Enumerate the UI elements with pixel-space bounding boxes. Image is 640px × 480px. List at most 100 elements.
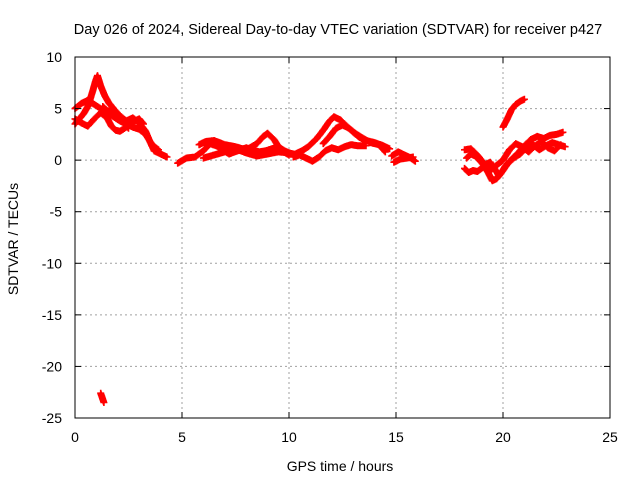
chart-title: Day 026 of 2024, Sidereal Day-to-day VTE… xyxy=(74,22,602,38)
data-point xyxy=(482,162,485,165)
data-point xyxy=(131,120,134,124)
data-point xyxy=(476,153,479,157)
data-point xyxy=(176,162,179,165)
data-point xyxy=(103,94,107,98)
data-point xyxy=(322,142,325,145)
data-point xyxy=(491,179,494,182)
data-point xyxy=(377,143,381,146)
data-point xyxy=(86,105,90,108)
data-point xyxy=(127,126,130,130)
data-track xyxy=(390,153,417,166)
data-point xyxy=(341,123,344,127)
data-point xyxy=(86,124,90,128)
data-point xyxy=(364,144,368,147)
data-point xyxy=(114,113,117,116)
data-point xyxy=(102,401,106,404)
data-point xyxy=(332,115,336,119)
data-point xyxy=(118,116,122,120)
data-point xyxy=(197,143,201,146)
data-point xyxy=(349,143,353,146)
data-point xyxy=(311,159,314,163)
data-point xyxy=(118,130,122,133)
data-point xyxy=(94,80,97,83)
data-point xyxy=(523,98,526,101)
data-point xyxy=(270,147,274,150)
data-point xyxy=(514,142,518,145)
data-point xyxy=(99,84,102,88)
data-point xyxy=(311,141,314,144)
data-point xyxy=(287,151,291,155)
data-point xyxy=(538,148,541,152)
data-point xyxy=(99,111,102,114)
data-point xyxy=(277,150,280,154)
data-point xyxy=(101,398,105,401)
data-point xyxy=(529,138,533,141)
grid-lines xyxy=(75,57,610,418)
data-point xyxy=(292,155,295,159)
data-point xyxy=(96,74,99,77)
data-point xyxy=(101,105,105,108)
y-tick-label: 5 xyxy=(54,101,62,117)
data-point xyxy=(99,392,102,395)
data-point xyxy=(142,122,145,126)
data-point xyxy=(255,154,259,158)
y-tick-label: -25 xyxy=(42,410,62,426)
data-point xyxy=(518,100,522,103)
data-point xyxy=(131,125,134,129)
data-point xyxy=(215,144,218,147)
data-track xyxy=(319,121,389,156)
x-tick-label: 25 xyxy=(602,429,618,445)
data-track xyxy=(499,95,528,131)
data-point xyxy=(548,134,552,137)
data-point xyxy=(506,117,509,121)
data-point xyxy=(563,145,567,148)
data-point xyxy=(339,118,342,122)
data-point xyxy=(114,129,117,132)
data-point xyxy=(499,172,503,175)
data-point xyxy=(223,143,226,146)
data-point xyxy=(388,147,391,150)
data-point xyxy=(495,177,498,180)
data-point xyxy=(503,165,507,168)
data-point xyxy=(255,142,259,145)
data-point xyxy=(463,148,466,152)
data-point xyxy=(551,141,554,144)
data-point xyxy=(212,153,216,157)
data-point xyxy=(354,132,357,135)
data-point xyxy=(324,149,327,153)
data-point xyxy=(465,156,468,160)
data-point xyxy=(80,102,83,105)
axes: 0 5 10 15 20 25 -25 -20 -15 -10 -5 0 5 10 xyxy=(42,49,618,445)
data-point xyxy=(317,155,321,159)
data-point xyxy=(212,139,216,142)
data-point xyxy=(304,156,308,160)
data-point xyxy=(110,124,113,128)
data-point xyxy=(488,161,492,164)
data-point xyxy=(347,126,351,130)
data-point xyxy=(501,125,505,129)
data-point xyxy=(159,152,162,156)
data-point xyxy=(90,91,94,95)
data-point xyxy=(93,103,96,106)
plot-frame xyxy=(74,56,611,419)
data-point xyxy=(328,119,331,123)
data-point xyxy=(298,153,301,157)
data-point xyxy=(559,143,562,146)
data-point xyxy=(501,158,505,162)
data-point xyxy=(533,144,537,147)
data-point xyxy=(262,135,265,138)
data-point xyxy=(405,156,408,160)
data-point xyxy=(527,150,530,154)
data-point xyxy=(245,151,248,155)
data-point xyxy=(411,155,415,159)
data-point xyxy=(80,121,83,125)
data-point xyxy=(110,110,113,113)
data-point xyxy=(82,112,85,115)
x-tick-label: 5 xyxy=(178,429,186,445)
data-point xyxy=(223,150,226,154)
x-tick-label: 0 xyxy=(71,429,79,445)
y-tick-label: -15 xyxy=(42,307,62,323)
data-point xyxy=(516,151,520,155)
data-point xyxy=(488,169,492,172)
